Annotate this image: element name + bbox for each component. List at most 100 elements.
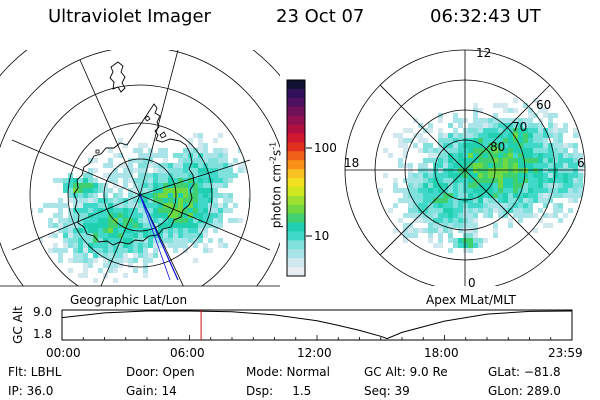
aurora-pixel (543, 148, 548, 153)
aurora-pixel (393, 203, 398, 208)
aurora-pixel (218, 168, 223, 173)
aurora-pixel (533, 148, 538, 153)
aurora-pixel (508, 148, 513, 153)
aurora-pixel (418, 228, 423, 233)
aurora-pixel (198, 163, 203, 168)
aurora-pixel (423, 148, 428, 153)
aurora-pixel (223, 178, 228, 183)
aurora-pixel (483, 208, 488, 213)
aurora-pixel (403, 238, 408, 243)
aurora-pixel (203, 143, 208, 148)
aurora-pixel (198, 188, 203, 193)
aurora-pixel (173, 168, 178, 173)
aurora-pixel (463, 138, 468, 143)
aurora-pixel (173, 248, 178, 253)
aurora-pixel (78, 188, 83, 193)
aurora-pixel (408, 198, 413, 203)
aurora-pixel (533, 183, 538, 188)
aurora-pixel (173, 238, 178, 243)
aurora-pixel (113, 278, 118, 283)
aurora-pixel (103, 238, 108, 243)
aurora-pixel (553, 113, 558, 118)
aurora-pixel (118, 208, 123, 213)
aurora-pixel (538, 128, 543, 133)
aurora-pixel (388, 208, 393, 213)
aurora-pixel (573, 143, 578, 148)
aurora-pixel (413, 193, 418, 198)
aurora-pixel (173, 203, 178, 208)
aurora-pixel (488, 188, 493, 193)
aurora-pixel (213, 218, 218, 223)
aurora-pixel (493, 143, 498, 148)
aurora-pixel (188, 138, 193, 143)
aurora-pixel (573, 183, 578, 188)
aurora-pixel (393, 178, 398, 183)
aurora-pixel (188, 148, 193, 153)
aurora-pixel (128, 198, 133, 203)
aurora-pixel (513, 98, 518, 103)
aurora-pixel (148, 218, 153, 223)
aurora-pixel (498, 163, 503, 168)
aurora-pixel (123, 178, 128, 183)
aurora-pixel (223, 243, 228, 248)
aurora-pixel (223, 203, 228, 208)
aurora-pixel (123, 173, 128, 178)
aurora-pixel (428, 228, 433, 233)
aurora-pixel (433, 193, 438, 198)
aurora-pixel (113, 178, 118, 183)
aurora-pixel (388, 153, 393, 158)
aurora-pixel (538, 123, 543, 128)
aurora-pixel (68, 193, 73, 198)
aurora-pixel (143, 153, 148, 158)
aurora-pixel (198, 148, 203, 153)
aurora-pixel (238, 218, 243, 223)
aurora-pixel (423, 193, 428, 198)
aurora-pixel (513, 148, 518, 153)
aurora-pixel (193, 258, 198, 263)
aurora-pixel (413, 218, 418, 223)
aurora-pixel (418, 173, 423, 178)
aurora-pixel (98, 208, 103, 213)
aurora-pixel (143, 263, 148, 268)
aurora-pixel (488, 153, 493, 158)
aurora-pixel (233, 158, 238, 163)
aurora-pixel (423, 218, 428, 223)
aurora-pixel (443, 198, 448, 203)
aurora-pixel (133, 178, 138, 183)
aurora-pixel (163, 163, 168, 168)
aurora-pixel (88, 218, 93, 223)
aurora-pixel (543, 108, 548, 113)
aurora-pixel (488, 173, 493, 178)
aurora-pixel (528, 203, 533, 208)
aurora-pixel (88, 198, 93, 203)
aurora-pixel (493, 163, 498, 168)
aurora-pixel (98, 243, 103, 248)
aurora-pixel (428, 218, 433, 223)
aurora-pixel (428, 213, 433, 218)
aurora-pixel (448, 163, 453, 168)
colorbar-swatch (287, 231, 305, 241)
aurora-pixel (108, 223, 113, 228)
status-gain: Gain: 14 (126, 384, 177, 398)
aurora-pixel (138, 228, 143, 233)
aurora-pixel (443, 188, 448, 193)
aurora-pixel (428, 153, 433, 158)
aurora-pixel (418, 193, 423, 198)
aurora-pixel (483, 193, 488, 198)
aurora-pixel (498, 133, 503, 138)
aurora-pixel (553, 138, 558, 143)
aurora-pixel (468, 143, 473, 148)
aurora-pixel (123, 233, 128, 238)
aurora-pixel (468, 243, 473, 248)
aurora-pixel (458, 158, 463, 163)
aurora-pixel (133, 258, 138, 263)
colorbar-tick-10: 10 (314, 229, 330, 243)
aurora-pixel (198, 133, 203, 138)
aurora-pixel (223, 158, 228, 163)
aurora-pixel (438, 168, 443, 173)
aurora-pixel (448, 123, 453, 128)
aurora-pixel (508, 193, 513, 198)
colorbar-ticks (306, 147, 312, 237)
aurora-pixel (428, 223, 433, 228)
aurora-pixel (218, 158, 223, 163)
